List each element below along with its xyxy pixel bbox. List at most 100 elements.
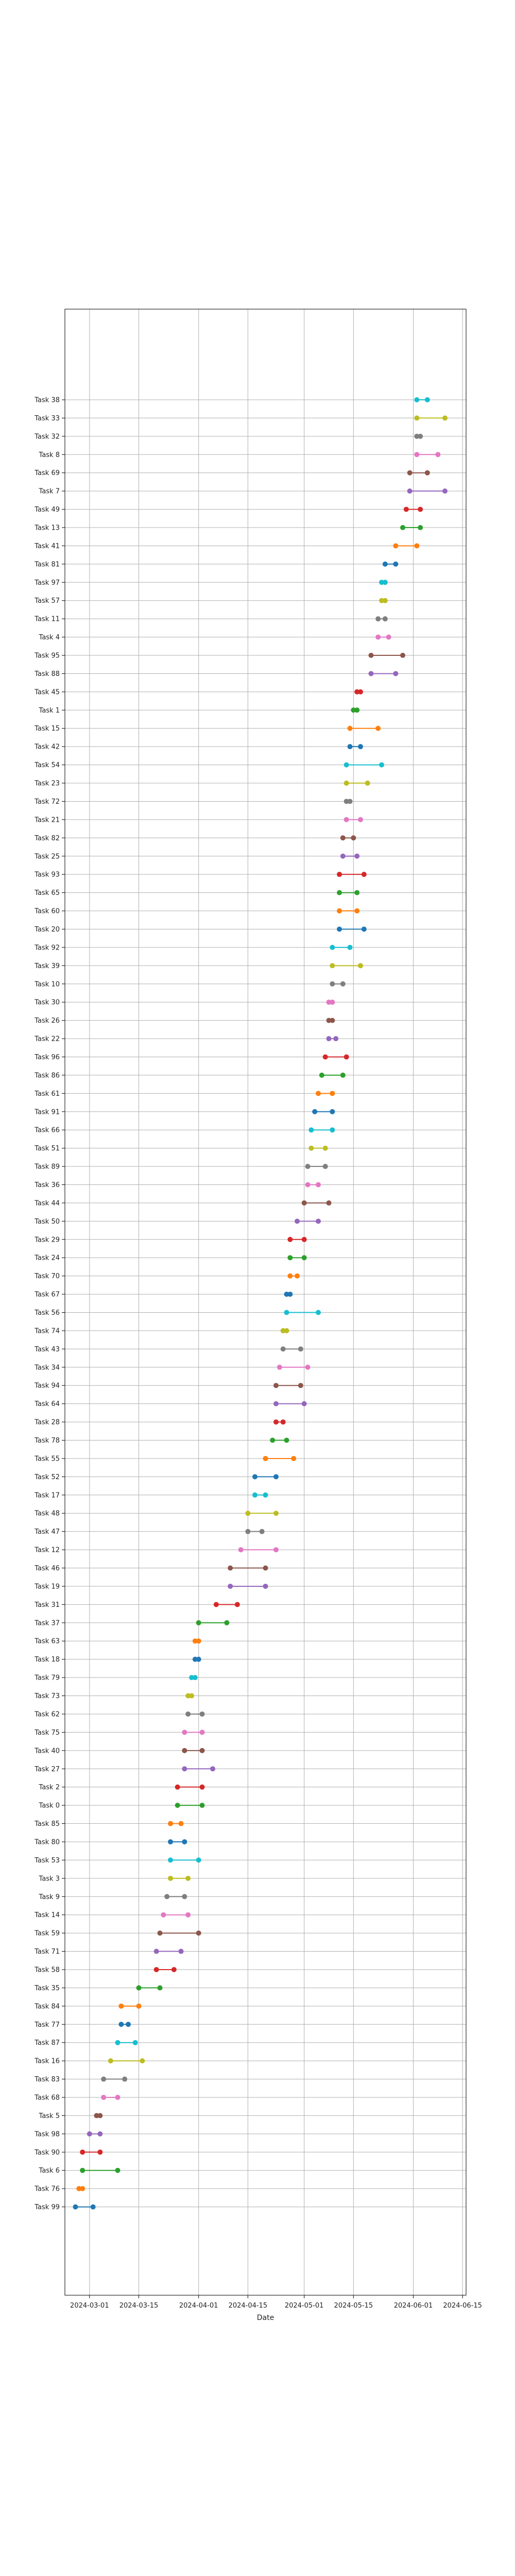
task-end-point <box>97 2113 103 2119</box>
task-start-point <box>308 1145 314 1151</box>
task-end-point <box>418 506 423 512</box>
y-tick-label: Task 51 <box>34 1145 60 1153</box>
y-tick-label: Task 59 <box>34 1930 60 1938</box>
task-start-point <box>273 1401 279 1406</box>
x-tick-label: 2024-04-15 <box>229 2302 268 2310</box>
task-start-point <box>213 1602 219 1607</box>
y-tick-label: Task 90 <box>34 2149 60 2157</box>
y-tick-label: Task 70 <box>34 1273 60 1280</box>
y-tick-label: Task 65 <box>34 889 60 897</box>
task-start-point <box>263 1455 268 1461</box>
task-end-point <box>322 1145 328 1151</box>
task-start-point <box>393 543 399 549</box>
task-start-point <box>287 1255 293 1261</box>
task-start-point <box>189 1675 194 1681</box>
y-tick-labels: Task 38 Task 33 Task 32 Task 8 Task 69 Task 7… <box>34 397 60 2212</box>
y-tick-label: Task 48 <box>34 1510 60 1518</box>
y-tick-label: Task 4 <box>39 634 60 641</box>
y-tick-label: Task 15 <box>34 725 60 733</box>
y-tick-label: Task 21 <box>34 816 60 824</box>
task-start-point <box>414 397 420 402</box>
y-tick-label: Task 85 <box>34 1820 60 1828</box>
task-end-point <box>234 1602 240 1607</box>
task-start-point <box>175 1784 180 1790</box>
task-end-point <box>354 853 360 859</box>
task-end-point <box>375 725 381 731</box>
y-tick-label: Task 28 <box>34 1419 60 1427</box>
task-start-point <box>80 2149 85 2155</box>
task-start-point <box>379 598 384 603</box>
y-tick-label: Task 67 <box>34 1291 60 1299</box>
task-start-point <box>252 1492 258 1498</box>
task-start-point <box>182 1730 187 1735</box>
y-tick-label: Task 88 <box>34 670 60 678</box>
y-tick-label: Task 32 <box>34 433 60 440</box>
task-start-point <box>115 2040 121 2045</box>
y-tick-label: Task 2 <box>39 1784 60 1791</box>
y-tick-label: Task 94 <box>34 1382 60 1390</box>
y-tick-label: Task 99 <box>34 2204 60 2211</box>
y-tick-label: Task 87 <box>34 2039 60 2047</box>
y-tick-label: Task 38 <box>34 397 60 404</box>
y-tick-label: Task 57 <box>34 597 60 605</box>
task-start-point <box>330 944 335 950</box>
task-end-point <box>330 1091 335 1096</box>
task-end-point <box>182 1894 187 1900</box>
task-start-point <box>196 1620 201 1625</box>
task-end-point <box>115 2167 121 2173</box>
task-end-point <box>90 2204 96 2210</box>
task-end-point <box>199 1711 205 1717</box>
task-end-point <box>182 1839 187 1844</box>
y-tick-label: Task 26 <box>34 1017 60 1025</box>
task-end-point <box>287 1292 293 1297</box>
task-end-point <box>326 1200 332 1206</box>
task-end-point <box>122 2076 128 2082</box>
task-end-point <box>322 1164 328 1170</box>
x-axis-label: Date <box>257 2314 274 2322</box>
task-end-point <box>263 1492 268 1498</box>
y-tick-label: Task 20 <box>34 926 60 934</box>
task-start-point <box>382 561 388 567</box>
task-start-point <box>87 2131 92 2137</box>
task-start-point <box>76 2186 82 2192</box>
task-end-point <box>393 671 399 676</box>
y-tick-label: Task 22 <box>34 1036 60 1043</box>
task-end-point <box>157 1985 163 1991</box>
task-end-point <box>97 2149 103 2155</box>
task-start-point <box>340 835 346 841</box>
task-end-point <box>224 1620 230 1625</box>
y-tick-label: Task 13 <box>34 524 60 532</box>
task-end-point <box>330 1018 335 1023</box>
task-end-point <box>361 926 367 932</box>
task-start-point <box>326 999 332 1005</box>
y-tick-label: Task 18 <box>34 1656 60 1664</box>
y-tick-label: Task 23 <box>34 780 60 788</box>
x-tick-label: 2024-06-01 <box>394 2302 433 2310</box>
y-tick-label: Task 27 <box>34 1766 60 1773</box>
y-tick-label: Task 50 <box>34 1218 60 1226</box>
task-end-point <box>185 1912 191 1918</box>
y-tick-label: Task 61 <box>34 1090 60 1098</box>
task-end-point <box>189 1693 194 1699</box>
task-start-point <box>182 1766 187 1772</box>
y-tick-label: Task 33 <box>34 415 60 422</box>
task-end-point <box>305 1364 311 1370</box>
task-start-point <box>80 2167 85 2173</box>
task-end-point <box>316 1218 321 1224</box>
task-start-point <box>305 1164 311 1170</box>
x-tick-label: 2024-06-15 <box>443 2302 482 2310</box>
y-tick-label: Task 55 <box>34 1455 60 1463</box>
y-tick-label: Task 47 <box>34 1528 60 1536</box>
y-tick-label: Task 37 <box>34 1619 60 1627</box>
grid-lines <box>65 309 466 2295</box>
task-end-point <box>330 999 335 1005</box>
task-start-point <box>168 1821 173 1826</box>
y-tick-label: Task 76 <box>34 2185 60 2193</box>
task-end-point <box>196 1930 201 1936</box>
task-start-point <box>185 1693 191 1699</box>
y-tick-label: Task 66 <box>34 1127 60 1134</box>
x-tick-labels: 2024-03-01 2024-03-15 2024-04-01 2024-04-15… <box>70 2302 482 2310</box>
task-end-point <box>316 1310 321 1315</box>
task-end-point <box>132 2040 138 2045</box>
task-start-point <box>351 707 356 713</box>
